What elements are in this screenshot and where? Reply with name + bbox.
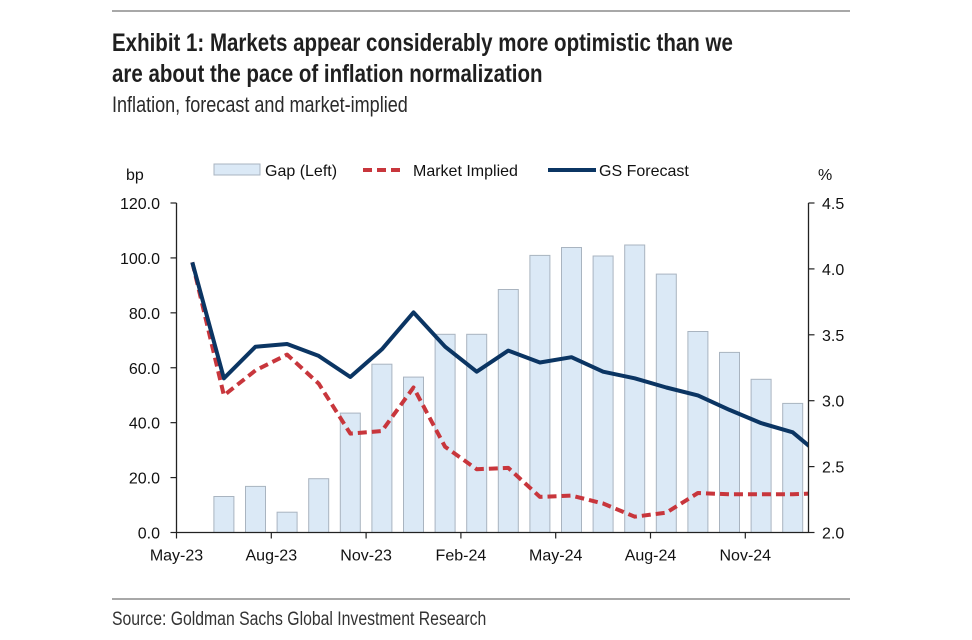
- source-note: Source: Goldman Sachs Global Investment …: [112, 609, 563, 631]
- bottom-rule: [112, 598, 850, 600]
- chart-subtitle-text: Inflation, forecast and market-implied: [112, 92, 408, 117]
- legend-gap-label: Gap (Left): [265, 163, 337, 180]
- gap-bar: [308, 478, 330, 534]
- gap-bar: [655, 273, 677, 533]
- gap-bars: [213, 244, 804, 534]
- left-axis-tick-label: 40.0: [129, 416, 160, 433]
- x-axis-tick-label: May-23: [150, 548, 203, 565]
- gap-bar: [213, 496, 235, 533]
- x-axis-tick-label: May-24: [529, 548, 582, 565]
- legend-gs-label: GS Forecast: [599, 163, 689, 180]
- x-axis-tick-label: Aug-23: [246, 548, 298, 565]
- gap-bar: [497, 289, 519, 533]
- source-note-text: Source: Goldman Sachs Global Investment …: [112, 609, 487, 630]
- gap-bar: [719, 351, 740, 533]
- gap-bar: [750, 378, 772, 533]
- gap-bar: [561, 247, 582, 533]
- left-axis-tick-label: 80.0: [129, 306, 160, 323]
- chart-title-line1: Exhibit 1: Markets appear considerably m…: [112, 29, 869, 58]
- gap-bar: [245, 485, 266, 533]
- right-axis-tick-label: 3.5: [822, 328, 844, 345]
- chart-title-line1-text: Exhibit 1: Markets appear considerably m…: [112, 29, 733, 57]
- x-axis-tick-label: Aug-24: [625, 548, 677, 565]
- legend-gap-swatch: [213, 163, 261, 176]
- x-axis-tick-label: Nov-23: [340, 548, 392, 565]
- series-lines: [190, 261, 809, 519]
- legend: Gap (Left) Market Implied GS Forecast: [213, 163, 689, 180]
- left-axis-tick-label: 120.0: [120, 196, 160, 213]
- right-axis-tick-label: 2.5: [822, 460, 844, 477]
- gap-bar: [592, 255, 614, 533]
- right-axis-tick-label: 2.0: [822, 526, 844, 543]
- left-axis-tick-label: 0.0: [138, 526, 160, 543]
- chart-subtitle: Inflation, forecast and market-implied: [112, 92, 473, 118]
- right-axis-unit-label: %: [818, 167, 832, 184]
- gap-bar: [276, 511, 298, 534]
- axes: 0.0 20.0 40.0 60.0 80.0 100.0 120.0 2.0 2.5 3.0 3.…: [120, 196, 844, 565]
- chart-title-line2: are about the pace of inflation normaliz…: [112, 60, 637, 89]
- right-axis-tick-label: 4.0: [822, 262, 844, 279]
- left-axis-tick-label: 100.0: [120, 251, 160, 268]
- gap-bar: [782, 402, 804, 533]
- right-axis-tick-label: 4.5: [822, 196, 844, 213]
- x-axis-tick-label: Nov-24: [720, 548, 772, 565]
- gap-bar: [529, 254, 551, 533]
- gs-forecast-line: [190, 261, 809, 449]
- left-axis-unit-label: bp: [126, 167, 144, 184]
- market-implied-line: [190, 261, 809, 519]
- chart-title-line2-text: are about the pace of inflation normaliz…: [112, 60, 543, 88]
- left-axis-tick-label: 20.0: [129, 471, 160, 488]
- top-rule: [112, 10, 850, 12]
- gap-bar: [371, 363, 393, 534]
- legend-market-label: Market Implied: [413, 163, 518, 180]
- gap-bar: [687, 331, 709, 533]
- left-axis-tick-label: 60.0: [129, 361, 160, 378]
- x-axis-tick-label: Feb-24: [436, 548, 487, 565]
- gap-bar: [624, 244, 646, 533]
- right-axis-tick-label: 3.0: [822, 394, 844, 411]
